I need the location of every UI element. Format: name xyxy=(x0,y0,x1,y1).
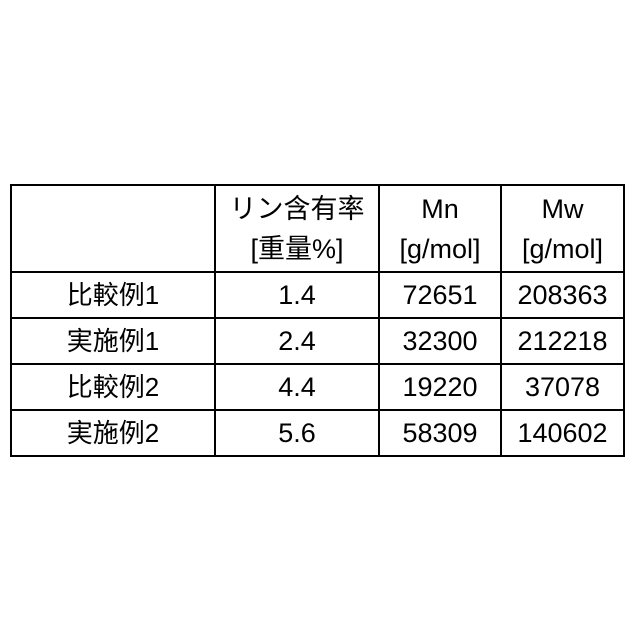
results-table: リン含有率 [重量%] Mn [g/mol] Mw [g/mol] 比較例1 1… xyxy=(10,184,625,457)
column-header-mn-line2: [g/mol] xyxy=(399,233,481,264)
cell-mn: 72651 xyxy=(378,271,502,319)
cell-phosphorus-content: 2.4 xyxy=(214,317,380,365)
column-header-phosphorus-content: リン含有率 [重量%] xyxy=(214,184,380,273)
column-header-mw: Mw [g/mol] xyxy=(500,184,625,273)
cell-mw: 37078 xyxy=(500,363,625,411)
cell-phosphorus-content: 5.6 xyxy=(214,409,380,457)
column-header-mw-line1: Mw xyxy=(541,193,584,224)
table-header-row: リン含有率 [重量%] Mn [g/mol] Mw [g/mol] xyxy=(10,184,625,273)
cell-phosphorus-content: 4.4 xyxy=(214,363,380,411)
table-row: 比較例1 1.4 72651 208363 xyxy=(10,271,625,319)
column-header-phosphorus-content-line1: リン含有率 xyxy=(229,193,365,224)
table-row: 実施例1 2.4 32300 212218 xyxy=(10,317,625,365)
table-header: リン含有率 [重量%] Mn [g/mol] Mw [g/mol] xyxy=(10,184,625,273)
cell-mn: 32300 xyxy=(378,317,502,365)
row-label: 比較例1 xyxy=(10,271,216,319)
row-label: 実施例2 xyxy=(10,409,216,457)
cell-mw: 140602 xyxy=(500,409,625,457)
cell-mn: 58309 xyxy=(378,409,502,457)
row-label: 実施例1 xyxy=(10,317,216,365)
results-table-container: リン含有率 [重量%] Mn [g/mol] Mw [g/mol] 比較例1 1… xyxy=(10,184,625,457)
cell-mw: 212218 xyxy=(500,317,625,365)
row-label: 比較例2 xyxy=(10,363,216,411)
column-header-corner-blank xyxy=(10,184,216,273)
column-header-mn: Mn [g/mol] xyxy=(378,184,502,273)
table-row: 比較例2 4.4 19220 37078 xyxy=(10,363,625,411)
cell-mn: 19220 xyxy=(378,363,502,411)
table-row: 実施例2 5.6 58309 140602 xyxy=(10,409,625,457)
table-body: 比較例1 1.4 72651 208363 実施例1 2.4 32300 212… xyxy=(10,271,625,457)
cell-mw: 208363 xyxy=(500,271,625,319)
column-header-phosphorus-content-line2: [重量%] xyxy=(250,233,344,264)
column-header-mw-line2: [g/mol] xyxy=(521,233,604,264)
cell-phosphorus-content: 1.4 xyxy=(214,271,380,319)
column-header-mn-line1: Mn xyxy=(421,193,459,224)
